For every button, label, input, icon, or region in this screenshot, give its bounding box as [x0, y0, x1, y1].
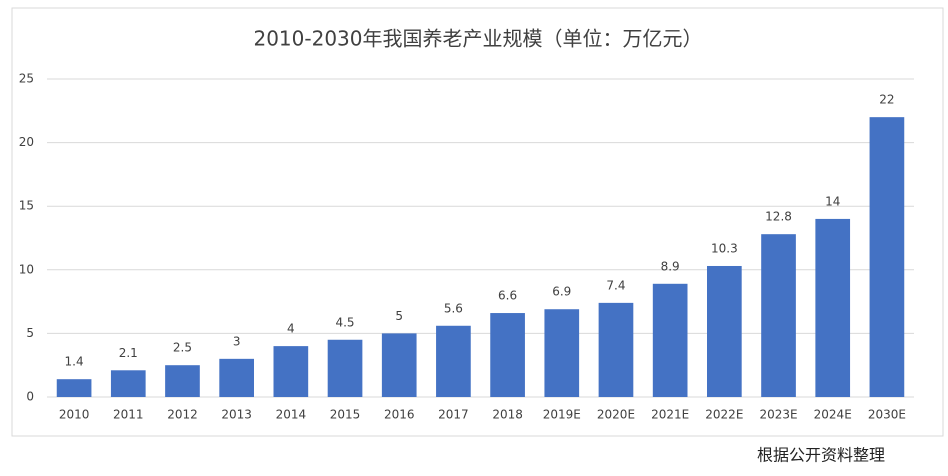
data-label: 5 [395, 309, 403, 323]
bar [110, 370, 146, 397]
y-tick-label: 15 [19, 199, 34, 213]
x-tick-label: 2018 [492, 408, 523, 422]
y-tick-label: 5 [26, 326, 34, 340]
data-label: 2.1 [119, 346, 138, 360]
x-tick-label: 2017 [438, 408, 469, 422]
bar [381, 333, 417, 397]
data-label: 1.4 [65, 355, 84, 369]
data-label: 22 [879, 93, 894, 107]
x-tick-label: 2030E [868, 408, 906, 422]
data-label: 4.5 [335, 315, 354, 329]
bar [815, 218, 851, 397]
x-tick-label: 2013 [221, 408, 252, 422]
bar [652, 283, 688, 397]
x-tick-label: 2015 [330, 408, 361, 422]
bar [598, 302, 634, 397]
y-tick-label: 0 [26, 390, 34, 404]
x-tick-label: 2016 [384, 408, 415, 422]
bar [327, 339, 363, 397]
data-label: 4 [287, 322, 295, 336]
bar [544, 309, 580, 397]
x-tick-label: 2011 [113, 408, 144, 422]
chart-title: 2010-2030年我国养老产业规模（单位：万亿元） [253, 27, 702, 51]
x-tick-label: 2012 [167, 408, 198, 422]
data-label: 6.6 [498, 289, 517, 303]
chart-border [11, 7, 944, 437]
x-tick-label: 2021E [651, 408, 689, 422]
bar [707, 265, 742, 397]
y-tick-label: 20 [19, 135, 34, 149]
data-label: 12.8 [765, 210, 792, 224]
data-label: 14 [825, 194, 840, 208]
bar [165, 365, 200, 397]
x-tick-label: 2022E [705, 408, 743, 422]
bar [56, 379, 92, 397]
y-tick-label: 25 [19, 72, 34, 86]
x-tick-label: 2019E [543, 408, 581, 422]
bar [273, 346, 309, 397]
x-tick-label: 2024E [814, 408, 852, 422]
x-tick-label: 2014 [276, 408, 307, 422]
bar [436, 325, 471, 397]
x-tick-label: 2020E [597, 408, 635, 422]
data-label: 10.3 [711, 241, 738, 255]
data-label: 2.5 [173, 341, 192, 355]
data-label: 8.9 [661, 259, 680, 273]
data-label: 6.9 [552, 285, 571, 299]
x-tick-label: 2010 [59, 408, 90, 422]
bar [869, 117, 905, 397]
source-note: 根据公开资料整理 [757, 446, 885, 465]
data-label: 3 [233, 334, 241, 348]
bar [219, 358, 254, 397]
bar [490, 313, 525, 397]
y-tick-label: 10 [19, 262, 34, 276]
x-tick-label: 2023E [759, 408, 797, 422]
bar [761, 234, 796, 397]
data-label: 7.4 [606, 278, 625, 292]
data-label: 5.6 [444, 301, 463, 315]
